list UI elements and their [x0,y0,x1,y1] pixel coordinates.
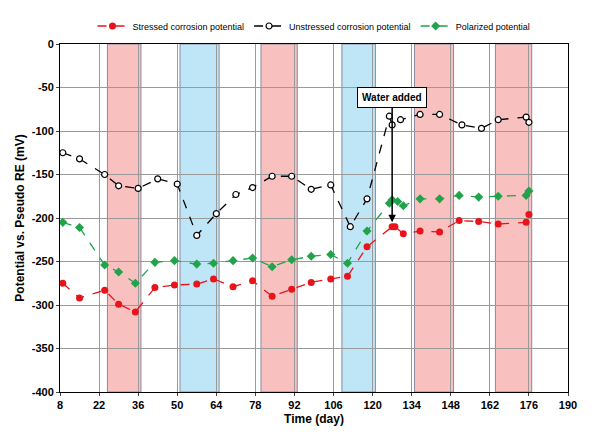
svg-text:-400: -400 [32,386,54,398]
svg-text:78: 78 [249,399,261,411]
svg-text:50: 50 [171,399,183,411]
svg-text:92: 92 [288,399,300,411]
svg-text:Stressed corrosion potential: Stressed corrosion potential [133,22,245,32]
svg-text:-250: -250 [32,255,54,267]
svg-text:134: 134 [403,399,422,411]
svg-text:190: 190 [559,399,577,411]
svg-text:64: 64 [210,399,223,411]
svg-text:162: 162 [481,399,499,411]
svg-text:0: 0 [48,38,54,50]
svg-text:Time (day): Time (day) [284,412,344,426]
svg-text:106: 106 [324,399,342,411]
svg-text:36: 36 [132,399,144,411]
svg-text:176: 176 [520,399,538,411]
svg-text:Potential vs. Pseudo RE (mV): Potential vs. Pseudo RE (mV) [13,134,27,301]
svg-text:8: 8 [57,399,63,411]
svg-text:-350: -350 [32,342,54,354]
svg-text:148: 148 [442,399,460,411]
svg-text:22: 22 [93,399,105,411]
svg-text:120: 120 [363,399,381,411]
svg-text:-150: -150 [32,168,54,180]
svg-text:Water added: Water added [362,92,422,103]
svg-text:-50: -50 [38,81,54,93]
svg-text:Unstressed corrosion potential: Unstressed corrosion potential [289,22,411,32]
svg-text:-200: -200 [32,212,54,224]
svg-text:Polarized potential: Polarized potential [456,22,530,32]
svg-text:-300: -300 [32,299,54,311]
svg-text:-100: -100 [32,125,54,137]
